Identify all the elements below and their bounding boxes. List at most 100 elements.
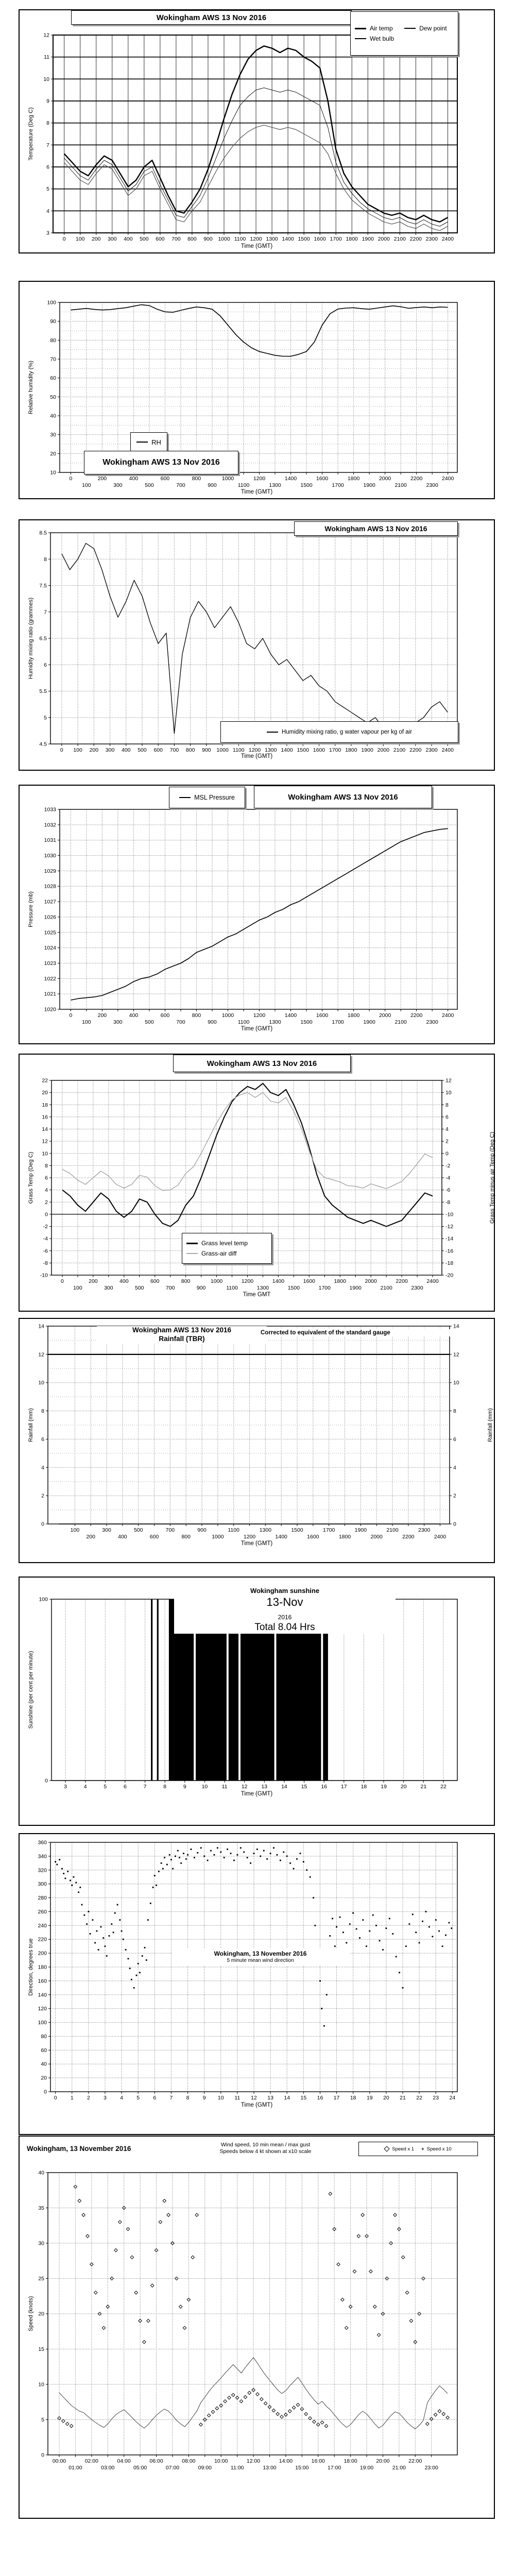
svg-text:19:00: 19:00 — [360, 2465, 373, 2471]
svg-text:2000: 2000 — [379, 1012, 391, 1019]
svg-text:900: 900 — [202, 747, 211, 753]
svg-text:100: 100 — [73, 1285, 82, 1291]
svg-text:6: 6 — [45, 1175, 48, 1181]
svg-text:1500: 1500 — [300, 1019, 313, 1025]
svg-text:6.5: 6.5 — [39, 636, 47, 642]
svg-text:6: 6 — [41, 1436, 44, 1443]
grass-temp-chart: 0 100 200 300 400 500 600 700 800 900 1000 1100 1200… — [19, 1054, 495, 1312]
svg-text:1200: 1200 — [244, 1534, 256, 1540]
x-axis-label: Time (GMT) — [241, 2102, 273, 2108]
svg-text:1700: 1700 — [330, 236, 342, 242]
svg-text:1000: 1000 — [212, 1534, 224, 1540]
chart-title: Wokingham AWS 13 Nov 2016 — [84, 451, 238, 474]
x-axis-label: Time (GMT) — [241, 1540, 273, 1547]
svg-text:8: 8 — [186, 2095, 190, 2101]
svg-text:18: 18 — [350, 2095, 356, 2101]
svg-text:1000: 1000 — [211, 1278, 223, 1284]
svg-text:4: 4 — [453, 1465, 456, 1471]
svg-text:5.5: 5.5 — [39, 688, 47, 694]
svg-text:03:00: 03:00 — [101, 2465, 114, 2471]
svg-text:2000: 2000 — [377, 747, 390, 753]
svg-text:900: 900 — [203, 236, 213, 242]
y-axis-label: Direction, degrees true — [28, 1938, 34, 1996]
svg-text:1400: 1400 — [281, 747, 293, 753]
svg-text:-6: -6 — [43, 1248, 48, 1254]
svg-text:08:00: 08:00 — [182, 2458, 195, 2464]
svg-text:90: 90 — [50, 318, 56, 325]
svg-text:1023: 1023 — [44, 960, 57, 967]
y-axis-label: Temperature (Deg C) — [28, 107, 34, 161]
y-axis-label: Humidity mixing ratio (grammes) — [28, 597, 34, 680]
svg-text:340: 340 — [38, 1853, 47, 1859]
svg-text:12: 12 — [38, 1351, 44, 1358]
svg-text:4: 4 — [445, 1126, 449, 1132]
svg-text:300: 300 — [106, 747, 115, 753]
svg-text:1031: 1031 — [44, 837, 57, 843]
svg-text:1900: 1900 — [363, 482, 375, 488]
svg-text:10: 10 — [42, 1150, 48, 1157]
svg-text:200: 200 — [98, 1012, 107, 1019]
relative-humidity-chart: 0 100 200 300 400 500 600 700 800 900 1000 1100 1200… — [19, 281, 495, 499]
svg-text:25: 25 — [38, 2276, 44, 2282]
inner-title: Wokingham, 13 November 2016 5 minute mea… — [171, 1948, 349, 1966]
svg-text:1100: 1100 — [228, 1527, 239, 1533]
svg-text:200: 200 — [89, 1278, 98, 1284]
svg-text:1600: 1600 — [313, 747, 325, 753]
svg-text:900: 900 — [197, 1285, 206, 1291]
svg-text:17:00: 17:00 — [328, 2465, 341, 2471]
svg-text:0: 0 — [41, 1521, 44, 1528]
svg-text:3: 3 — [104, 2095, 107, 2101]
svg-text:11: 11 — [222, 1784, 228, 1790]
grass-temp-swatch — [186, 1242, 198, 1244]
pressure-swatch — [179, 797, 191, 798]
svg-text:1600: 1600 — [316, 476, 329, 482]
svg-text:10: 10 — [38, 1380, 44, 1386]
svg-text:16: 16 — [42, 1114, 48, 1120]
rh-swatch — [136, 442, 148, 443]
svg-text:14: 14 — [38, 1324, 44, 1330]
svg-text:11: 11 — [44, 54, 49, 60]
svg-text:600: 600 — [150, 1534, 159, 1540]
svg-text:400: 400 — [118, 1534, 127, 1540]
svg-text:18: 18 — [361, 1784, 367, 1790]
svg-text:22: 22 — [440, 1784, 447, 1790]
svg-text:5: 5 — [41, 2417, 44, 2423]
svg-text:500: 500 — [135, 1285, 144, 1291]
svg-text:14: 14 — [284, 2095, 290, 2101]
svg-text:100: 100 — [76, 236, 85, 242]
svg-text:18:00: 18:00 — [344, 2458, 357, 2464]
svg-text:2400: 2400 — [426, 1278, 439, 1284]
svg-text:15: 15 — [38, 2346, 44, 2352]
svg-text:700: 700 — [176, 1019, 185, 1025]
svg-text:2: 2 — [45, 1199, 48, 1206]
svg-text:7.5: 7.5 — [39, 583, 47, 589]
y-axis-label: Speed (knots) — [28, 2296, 34, 2332]
svg-text:1021: 1021 — [44, 991, 57, 997]
title-line: Wokingham sunshine — [250, 1587, 320, 1595]
svg-text:400: 400 — [119, 1278, 129, 1284]
svg-text:1300: 1300 — [265, 747, 277, 753]
mixing-ratio-chart: 0 100 200 300 400 500 600 700 800 900 1000 1100 1200… — [19, 519, 495, 771]
svg-text:700: 700 — [170, 747, 179, 753]
legend-label: MSL Pressure — [194, 794, 235, 801]
svg-text:16:00: 16:00 — [312, 2458, 325, 2464]
svg-text:320: 320 — [38, 1867, 47, 1873]
x-axis-label: Time (GMT) — [241, 1026, 273, 1032]
svg-text:2400: 2400 — [434, 1534, 447, 1540]
svg-text:40: 40 — [41, 2061, 47, 2067]
svg-text:21:00: 21:00 — [392, 2465, 406, 2471]
chart-title: Wokingham AWS 13 Nov 2016 Rainfall (TBR) — [97, 1326, 267, 1344]
svg-text:2200: 2200 — [402, 1534, 415, 1540]
svg-text:1400: 1400 — [272, 1278, 285, 1284]
svg-text:-18: -18 — [445, 1260, 453, 1266]
svg-text:1028: 1028 — [44, 884, 57, 890]
svg-text:100: 100 — [82, 482, 91, 488]
note-line: Wind speed, 10 min mean / max gust — [220, 2142, 311, 2148]
legend-label: Grass level temp — [201, 1240, 248, 1247]
svg-text:30: 30 — [50, 432, 56, 438]
sunshine-chart: 3 4 5 6 7 8 9 10 11 12 13 14 15 16 17 18 19 20 21 22 100 0 Wo… — [19, 1577, 495, 1826]
svg-text:21: 21 — [400, 2095, 406, 2101]
svg-text:2300: 2300 — [418, 1527, 431, 1533]
svg-text:12: 12 — [42, 1139, 48, 1145]
x-axis-label: Time (GMT) — [241, 1791, 273, 1797]
